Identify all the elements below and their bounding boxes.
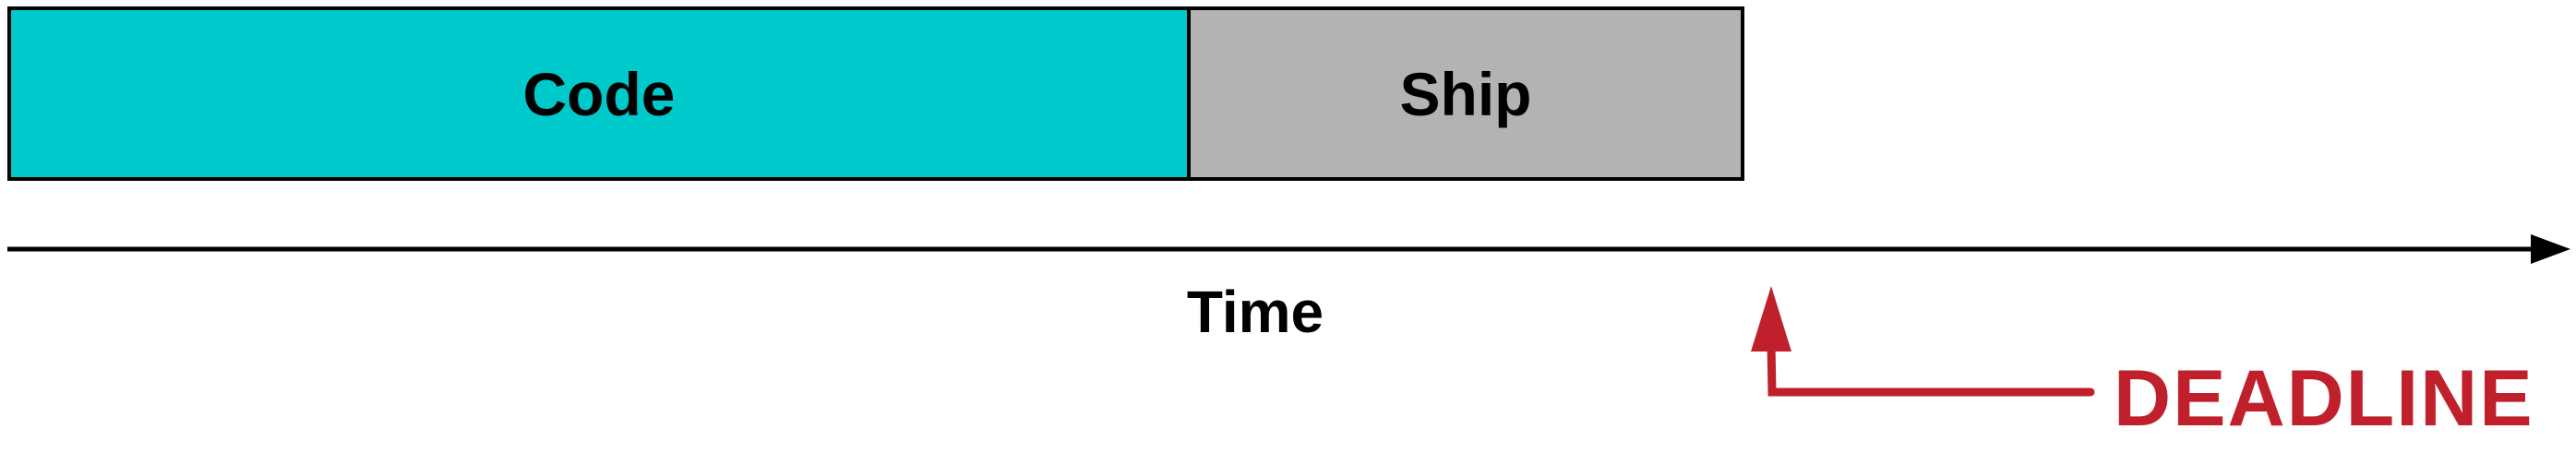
time-axis-arrowhead [2531, 234, 2570, 264]
code-phase-block: Code [7, 6, 1191, 181]
time-axis-label: Time [1186, 279, 1324, 345]
deadline-arrowhead-icon [1751, 286, 1791, 352]
deadline-label: DEADLINE [2114, 354, 2534, 443]
ship-phase-block: Ship [1187, 6, 1744, 181]
deadline-connector-line [1767, 340, 2095, 397]
